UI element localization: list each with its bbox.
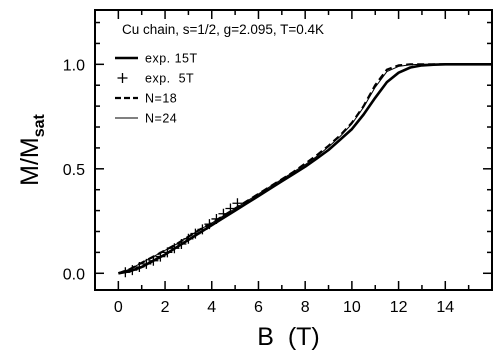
data-series [118, 63, 492, 278]
svg-text:M/Msat: M/Msat [16, 113, 48, 185]
x-tick-label: 14 [436, 299, 454, 316]
x-axis-label: B (T) [257, 323, 320, 351]
axis-tick-labels: 0 2 4 6 8 10 12 14 0.0 0.5 1.0 [63, 57, 455, 316]
legend-label: exp. 15T [145, 52, 198, 66]
series-line-thin-solid [118, 63, 492, 274]
legend-label: N=18 [145, 92, 177, 106]
legend-label: N=24 [145, 112, 177, 126]
y-tick-label: 0.0 [63, 266, 85, 283]
y-tick-label: 0.5 [63, 162, 85, 179]
chart-title: Cu chain, s=1/2, g=2.095, T=0.4K [122, 22, 324, 37]
legend-label: exp. 5T [145, 72, 194, 86]
axis-ticks [94, 10, 493, 290]
series-line-thick-solid [118, 63, 492, 275]
legend: exp. 15T exp. 5T N=18 N=24 [115, 52, 198, 126]
plot-frame [94, 9, 493, 291]
x-tick-label: 6 [254, 299, 263, 316]
x-tick-label: 0 [114, 299, 123, 316]
x-tick-label: 8 [301, 299, 310, 316]
y-axis-label: M/Msat [16, 113, 48, 185]
y-axis-label-subscript: sat [31, 113, 48, 137]
series-exp-5T-markers [120, 198, 243, 278]
x-tick-label: 4 [207, 299, 216, 316]
x-tick-label: 2 [161, 299, 170, 316]
x-tick-label: 12 [390, 299, 408, 316]
series-line-dashed [118, 63, 492, 275]
x-tick-label: 10 [343, 299, 361, 316]
legend-marker-plus [117, 73, 128, 83]
y-axis-label-main: M/M [16, 137, 44, 186]
y-tick-label: 1.0 [63, 57, 85, 74]
